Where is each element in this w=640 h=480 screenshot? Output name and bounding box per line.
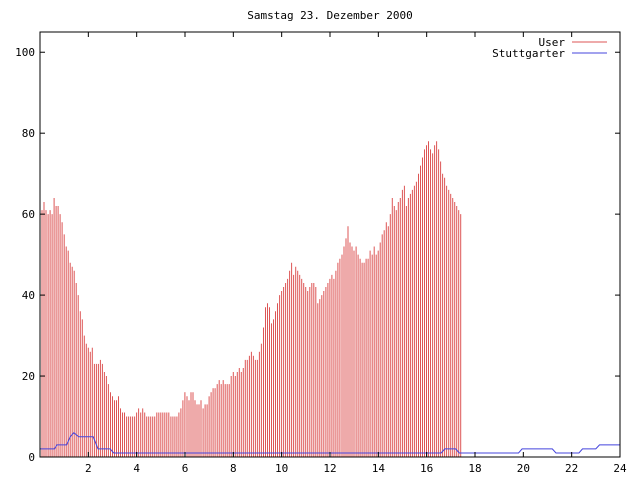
x-tick-label: 12	[323, 462, 336, 475]
y-tick-label: 80	[22, 127, 35, 140]
y-tick-label: 0	[28, 451, 35, 464]
x-tick-label: 24	[613, 462, 627, 475]
x-tick-label: 6	[182, 462, 189, 475]
legend: User Stuttgarter	[492, 36, 607, 60]
y-tick-label: 40	[22, 289, 35, 302]
y-tick-label: 20	[22, 370, 35, 383]
stuttgarter-series-line	[40, 432, 620, 454]
x-tick-label: 18	[468, 462, 481, 475]
y-axis: 0 20 40 60 80 100	[15, 46, 620, 464]
y-tick-label: 100	[15, 46, 35, 59]
legend-user-label: User	[539, 36, 566, 49]
y-tick-label: 60	[22, 208, 35, 221]
x-tick-label: 14	[372, 462, 386, 475]
x-tick-label: 22	[565, 462, 578, 475]
x-tick-label: 16	[420, 462, 433, 475]
x-tick-label: 4	[133, 462, 140, 475]
chart-title: Samstag 23. Dezember 2000	[247, 9, 413, 22]
user-series-bars	[39, 141, 462, 457]
x-tick-label: 8	[230, 462, 237, 475]
x-tick-label: 2	[85, 462, 92, 475]
x-axis: 2 4 6 8 10 12 14 16 18 20 22 24	[85, 32, 627, 475]
x-tick-label: 10	[275, 462, 288, 475]
x-tick-label: 20	[517, 462, 530, 475]
legend-stuttgarter-label: Stuttgarter	[492, 47, 565, 60]
